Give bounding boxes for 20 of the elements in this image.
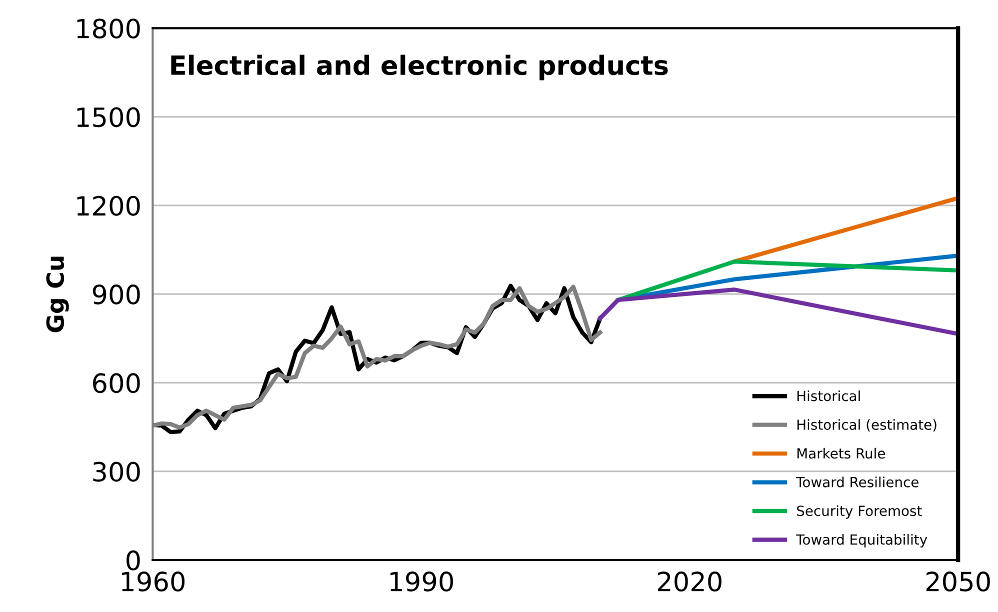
legend-label: Markets Rule bbox=[797, 448, 885, 459]
y-tick-label: 1200 bbox=[77, 196, 140, 216]
y-tick-label: 1500 bbox=[77, 107, 140, 128]
x-tick-label: 1990 bbox=[390, 572, 453, 592]
y-tick-label: 900 bbox=[92, 284, 140, 304]
x-tick-label: 2050 bbox=[926, 572, 990, 592]
y-tick-label: 600 bbox=[93, 373, 140, 394]
text: Electrical and electronic products bbox=[171, 54, 668, 80]
legend-label: Toward Resilience bbox=[796, 476, 918, 488]
y-tick-label: 0 bbox=[126, 550, 140, 570]
y-tick-label: 1800 bbox=[77, 18, 140, 39]
x-tick-label: 1960 bbox=[122, 572, 185, 592]
legend-label: Security Foremost bbox=[797, 505, 922, 519]
y-tick-label: 300 bbox=[93, 462, 140, 482]
legend-label: Historical bbox=[797, 390, 860, 402]
y-axis-title: Gg Cu bbox=[46, 256, 69, 332]
x-tick-label: 2020 bbox=[658, 572, 722, 592]
legend-label: Toward Equitability bbox=[796, 534, 928, 548]
legend-label: Historical (estimate) bbox=[797, 419, 936, 432]
line-series bbox=[598, 288, 958, 336]
